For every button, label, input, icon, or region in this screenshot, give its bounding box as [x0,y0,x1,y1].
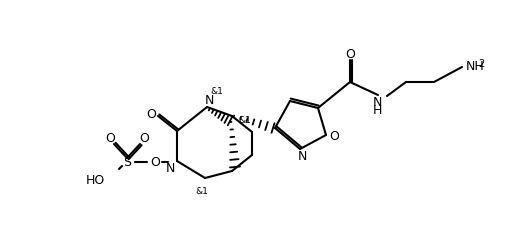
Text: O: O [329,131,339,144]
Text: NH: NH [466,61,485,74]
Text: O: O [139,133,149,146]
Text: O: O [105,133,115,146]
Text: 2: 2 [478,59,484,69]
Text: N: N [204,95,214,108]
Text: &1: &1 [239,117,252,125]
Text: N: N [165,161,175,174]
Text: O: O [146,109,156,122]
Text: O: O [345,49,355,61]
Text: H: H [372,103,382,117]
Text: HO: HO [85,174,105,187]
Text: &1: &1 [196,186,209,196]
Text: N: N [372,96,382,109]
Text: S: S [123,156,131,169]
Text: &1: &1 [211,87,224,97]
Text: O: O [150,156,160,169]
Text: N: N [297,150,307,163]
